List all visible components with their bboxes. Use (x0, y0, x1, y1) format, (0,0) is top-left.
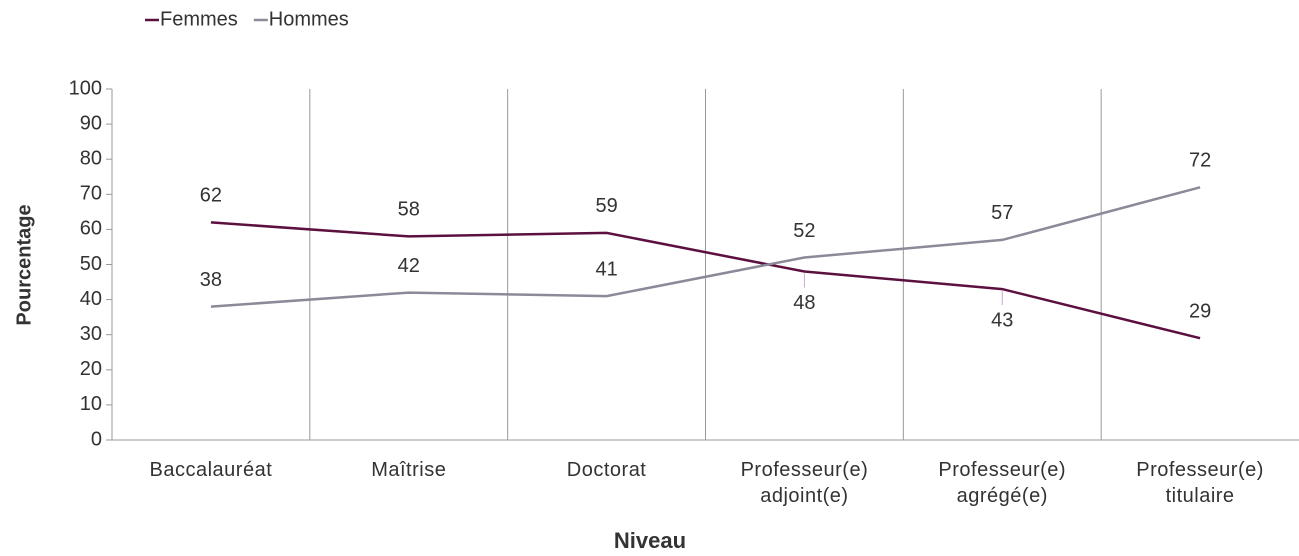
data-label: 62 (200, 185, 222, 207)
legend-label: Femmes (160, 8, 238, 30)
data-label: 41 (595, 258, 617, 280)
x-tick-label: Doctorat (566, 459, 647, 481)
y-tick-label: 60 (80, 218, 102, 240)
series-line (210, 186, 1201, 308)
y-tick-label: 10 (80, 393, 102, 415)
x-tick-label: Maîtrise (371, 459, 447, 481)
x-tick-label: Professeur(e) titulaire (1136, 459, 1264, 507)
data-label: 72 (1189, 150, 1211, 172)
x-tick-label: Baccalauréat (149, 459, 273, 481)
series-line (210, 221, 1201, 340)
data-label: 42 (398, 255, 420, 277)
data-label: 58 (398, 199, 420, 221)
legend-label: Hommes (269, 8, 349, 30)
y-tick-label: 0 (91, 428, 102, 450)
y-tick-label: 70 (80, 183, 102, 205)
y-tick-label: 20 (80, 358, 102, 380)
data-label: 38 (200, 269, 222, 291)
x-axis-label: Niveau (614, 528, 686, 553)
y-tick-label: 90 (80, 112, 102, 134)
y-tick-label: 40 (80, 288, 102, 310)
data-label: 59 (595, 195, 617, 217)
x-tick-label: Professeur(e) agrégé(e) (938, 459, 1067, 507)
y-tick-label: 100 (69, 77, 102, 99)
data-label: 52 (793, 220, 815, 242)
y-tick-label: 30 (80, 323, 102, 345)
x-tick-label: Professeur(e) adjoint(e) (740, 459, 869, 507)
y-axis-label: Pourcentage (13, 204, 35, 325)
y-tick-label: 50 (80, 253, 102, 275)
data-label: 43 (991, 309, 1013, 331)
data-label: 57 (991, 202, 1013, 224)
data-label: 29 (1189, 300, 1211, 322)
y-tick-label: 80 (80, 147, 102, 169)
data-label: 48 (793, 292, 815, 314)
